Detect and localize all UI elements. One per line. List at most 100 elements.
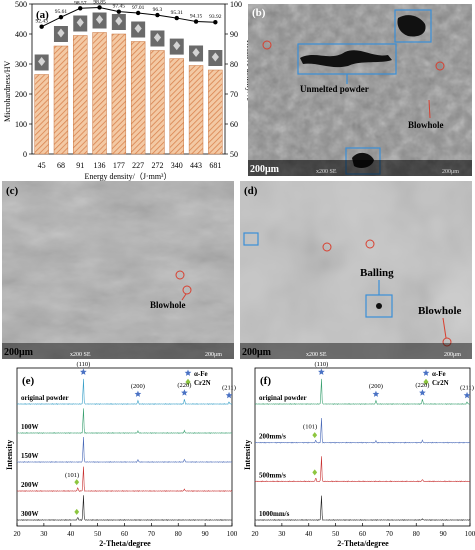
peak-index-label: (211) — [222, 384, 236, 391]
alpha-fe-peak-marker — [419, 389, 426, 396]
panel-e-ylabel: Intensity — [5, 440, 14, 470]
panel-b-sem-scale: 200μm — [442, 169, 459, 175]
annotation-c-blowhole: Blowhole — [150, 300, 186, 310]
panel-a-label: (a) — [36, 9, 49, 21]
x-tick-label: 50 — [332, 530, 340, 538]
legend-marker-cr2n — [185, 378, 191, 386]
sample-thumbnail-mark — [173, 41, 181, 51]
density-point — [135, 10, 141, 16]
x-tick-label: 340 — [171, 161, 183, 170]
panel-b-scale-bar: 200μm — [250, 164, 280, 175]
sample-thumbnail-mark — [192, 48, 200, 57]
peak-index-label: (211) — [460, 384, 474, 391]
x-tick-label: 68 — [57, 161, 65, 170]
x-tick-label: 60 — [121, 530, 129, 538]
x-tick-label: 90 — [202, 530, 210, 538]
density-point-label: 97.01 — [132, 5, 145, 11]
alpha-fe-peak-marker — [372, 390, 380, 397]
pore-top-right — [397, 15, 426, 37]
cr2n-peak-marker — [312, 469, 318, 476]
y-tick-label: 100 — [15, 120, 27, 129]
panel-c-texture — [2, 181, 234, 359]
density-point-label: 95.61 — [55, 9, 68, 15]
xrd-trace — [16, 495, 233, 521]
x-tick-label: 20 — [14, 530, 22, 538]
sample-thumbnail-mark — [95, 15, 104, 24]
annotation-leader-c — [181, 293, 187, 301]
annotation-balling: Balling — [360, 267, 394, 279]
series-label: 300W — [21, 510, 39, 518]
panel-a-xlabel: Energy density/（J·mm³） — [85, 172, 172, 181]
alpha-fe-peak-marker — [134, 390, 142, 397]
panel-b-sem-info: x200 SE — [316, 169, 337, 175]
alpha-fe-peak-marker — [80, 368, 87, 375]
density-point — [97, 5, 102, 10]
panel-c-sem-scale: 200μm — [205, 352, 222, 358]
panel-e-xlabel: 2-Theta/degree — [99, 539, 151, 548]
density-point — [155, 12, 160, 18]
xrd-trace — [254, 418, 471, 444]
blowhole-marker-d2 — [365, 239, 375, 249]
panel-d-label: (d) — [244, 185, 258, 197]
panel-b-info-bar — [248, 160, 472, 176]
legend-label: α-Fe — [432, 370, 446, 378]
panel-c-info-bar — [2, 343, 234, 359]
panel-a-frame — [31, 3, 226, 155]
y-tick-label: 0 — [23, 150, 27, 159]
peak-index-label: (200) — [131, 383, 145, 390]
density-point-label: 94.15 — [190, 14, 203, 20]
xrd-trace — [16, 378, 233, 405]
legend-label: Cr2N — [432, 379, 449, 387]
panel-b-texture — [248, 4, 472, 176]
bar — [92, 32, 107, 155]
panel-b-sem-image: (b) Unmelted powder Blowhole 200μm x200 … — [248, 4, 472, 176]
x-tick-label: 30 — [278, 530, 286, 538]
y-tick-label: 300 — [15, 60, 27, 69]
x-tick-label: 40 — [305, 530, 313, 538]
x-tick-label: 70 — [148, 530, 156, 538]
series-label: 150W — [21, 452, 39, 460]
y2-tick-label: 50 — [230, 150, 238, 159]
panel-e-frame — [16, 367, 233, 527]
annotation-box-d1 — [243, 232, 259, 246]
bar — [208, 69, 223, 155]
sample-thumbnail-mark — [115, 16, 123, 26]
xrd-trace — [254, 378, 471, 405]
density-point — [39, 24, 44, 29]
legend-marker-alpha-fe — [184, 369, 192, 376]
panel-e-xrd-chart: (e) Intensity 2-Theta/degree 20 30 40 50 60 7… — [5, 361, 238, 548]
y2-tick-label: 100 — [230, 0, 242, 9]
xrd-trace — [16, 466, 233, 492]
x-tick-label: 443 — [190, 161, 202, 170]
blowhole-marker-2 — [435, 61, 445, 71]
y-tick-label: 400 — [15, 30, 27, 39]
bar — [34, 74, 49, 155]
panel-f-xlabel: 2-Theta/degree — [337, 539, 389, 548]
density-point — [58, 14, 64, 20]
x-tick-label: 80 — [413, 530, 421, 538]
density-point-label: 93.92 — [209, 14, 222, 20]
xrd-trace — [254, 495, 471, 521]
y-tick-label: 500 — [15, 0, 27, 9]
blowhole-marker-c1 — [175, 270, 185, 280]
x-tick-label: 681 — [209, 161, 221, 170]
panel-c-sem-info: x200 SE — [70, 352, 91, 358]
alpha-fe-peak-marker — [225, 391, 233, 399]
x-tick-label: 30 — [40, 530, 48, 538]
y2-tick-label: 80 — [230, 60, 238, 69]
bar — [53, 45, 69, 155]
x-tick-label: 90 — [440, 530, 448, 538]
panel-d-info-bar — [240, 343, 472, 359]
cr2n-peak-marker — [312, 432, 318, 439]
peak-index-label: (110) — [314, 361, 328, 368]
x-tick-label: 227 — [132, 161, 144, 170]
alpha-fe-peak-marker — [463, 391, 471, 399]
panel-f-ylabel: Intensity — [243, 440, 252, 470]
annotation-unmelted-powder: Unmelted powder — [300, 84, 369, 94]
x-tick-label: 136 — [94, 161, 106, 170]
sample-thumbnail-mark — [134, 24, 142, 33]
series-label: 200mm/s — [259, 433, 286, 441]
annotation-d-blowhole: Blowhole — [418, 305, 462, 317]
x-tick-label: 20 — [252, 530, 260, 538]
